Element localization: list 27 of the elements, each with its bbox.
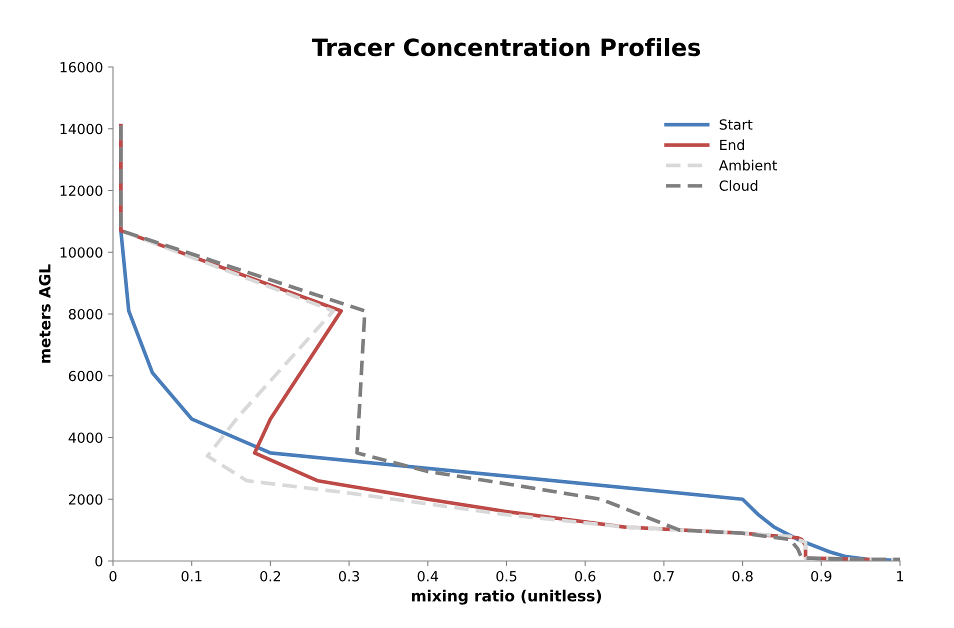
x-tick-label: 0.5 <box>496 570 516 582</box>
legend-label: Ambient <box>718 160 777 171</box>
x-tick-label: 0 <box>109 570 116 582</box>
y-tick-label: 2000 <box>68 494 102 505</box>
x-tick-label: 0.7 <box>654 570 674 582</box>
x-tick-label: 0.6 <box>575 570 596 582</box>
y-tick-label: 4000 <box>68 432 102 443</box>
y-tick-label: 0 <box>95 556 102 566</box>
y-tick-label: 12000 <box>60 185 102 196</box>
x-tick-label: 0.2 <box>260 570 280 582</box>
x-tick-label: 0.8 <box>732 570 753 582</box>
y-tick-label: 6000 <box>68 370 102 382</box>
x-tick-label: 0.3 <box>338 570 360 582</box>
y-tick-label: 14000 <box>60 124 102 134</box>
legend-label: Start <box>720 119 752 130</box>
x-tick-label: 0.9 <box>811 570 832 582</box>
x-tick-label: 0.1 <box>182 570 202 582</box>
y-tick-label: 16000 <box>60 62 102 72</box>
x-tick-label: 0.4 <box>418 570 438 582</box>
chart-title: Tracer Concentration Profiles <box>312 38 700 56</box>
x-axis-title: mixing ratio (unitless) <box>412 590 601 605</box>
legend-label: Cloud <box>720 180 758 191</box>
y-tick-label: 10000 <box>60 247 102 258</box>
y-tick-label: 8000 <box>68 308 102 320</box>
x-tick-label: 1 <box>897 571 904 582</box>
legend-label: End <box>720 139 744 150</box>
y-axis-title: meters AGL <box>39 264 51 363</box>
